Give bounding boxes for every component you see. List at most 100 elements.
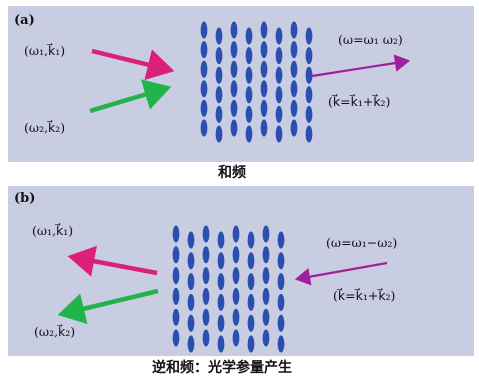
crystal-molecule [275,86,283,104]
crystal-molecule [260,80,268,98]
crystal-molecule [172,267,180,285]
crystal-molecule [232,308,240,326]
crystal-molecule [202,225,210,243]
crystal-molecule [172,287,180,305]
crystal-molecule [277,273,285,291]
crystal-molecule [245,47,253,65]
crystal-molecule [230,60,238,78]
crystal-molecule [305,86,313,104]
crystal-molecule [277,314,285,332]
output-frequency-label: (ω=ω₁ ω₂) [338,32,403,47]
crystal-molecule [202,246,210,264]
input-frequency-label: (ω=ω₁−ω₂) [326,235,397,250]
crystal-molecule [305,47,313,65]
crystal-molecule [215,47,223,65]
input-1-label: (ω₁,k⃗₁) [24,43,65,58]
crystal-molecule [202,308,210,326]
panel-b-caption: 逆和频：光学参量产生 [152,359,292,376]
crystal-molecule [260,60,268,78]
crystal-molecule [262,246,270,264]
input-2-label: (ω₂,k⃗₂) [24,120,65,135]
crystal-molecule [187,252,195,270]
crystal-molecule [215,105,223,123]
crystal-molecule [230,99,238,117]
crystal-molecule [305,66,313,84]
crystal-molecule [217,314,225,332]
crystal-molecule [290,21,298,39]
crystal-molecule [215,27,223,45]
panel-a: (a) (ω₁,k⃗₁) (ω₂,k⃗₂) (ω=ω₁ ω₂) (k⃗=k⃗₁+… [8,6,474,162]
input-wavevector-label: (k⃗=k⃗₁+k⃗₂) [333,288,395,303]
crystal-molecule [260,41,268,59]
crystal-molecule [245,66,253,84]
crystal-molecule [277,335,285,353]
panel-b-label: (b) [14,191,35,206]
crystal-molecule [260,119,268,137]
output-2-label: (ω₂,k⃗₂) [34,324,75,339]
crystal-molecule [202,329,210,347]
crystal-molecule [260,21,268,39]
input-beam-arrow [294,261,388,286]
crystal-molecule [247,335,255,353]
output-1-label: (ω₁,k⃗₁) [32,223,73,238]
crystal-molecule [275,125,283,143]
crystal-molecule [275,27,283,45]
crystal-molecule [187,293,195,311]
crystal-molecule [305,125,313,143]
crystal-molecule [187,231,195,249]
crystal-molecule [172,246,180,264]
crystal-b [172,225,285,353]
crystal-molecule [200,21,208,39]
crystal-molecule [217,293,225,311]
crystal-molecule [247,314,255,332]
crystal-molecule [290,99,298,117]
crystal-molecule [232,287,240,305]
crystal-molecule [200,41,208,59]
crystal-molecule [247,231,255,249]
crystal-molecule [245,27,253,45]
crystal-molecule [200,60,208,78]
crystal-molecule [305,105,313,123]
crystal-molecule [230,80,238,98]
output-beam-2-arrow [57,288,159,325]
crystal-molecule [202,287,210,305]
crystal-molecule [290,80,298,98]
crystal-molecule [247,273,255,291]
crystal-molecule [217,273,225,291]
crystal-molecule [262,329,270,347]
crystal-molecule [247,252,255,270]
panel-a-background [8,6,474,162]
crystal-molecule [277,231,285,249]
crystal-molecule [290,119,298,137]
crystal-molecule [275,47,283,65]
crystal-molecule [187,273,195,291]
crystal-molecule [290,41,298,59]
crystal-molecule [277,293,285,311]
panel-a-caption: 和频 [218,164,246,181]
crystal-molecule [275,66,283,84]
crystal-molecule [187,335,195,353]
crystal-molecule [230,21,238,39]
crystal-molecule [217,231,225,249]
crystal-molecule [172,225,180,243]
crystal-molecule [215,66,223,84]
input-beam-2-arrow [89,79,172,114]
crystal-molecule [217,252,225,270]
crystal-molecule [215,125,223,143]
crystal-molecule [305,27,313,45]
crystal-molecule [260,99,268,117]
panel-b: (b) (ω₁,k⃗₁) (ω₂,k⃗₂) (ω=ω₁−ω₂) (k⃗=k⃗₁+… [8,186,474,356]
crystal-molecule [200,119,208,137]
crystal-molecule [172,308,180,326]
output-wavevector-label: (k⃗=k⃗₁+k⃗₂) [328,94,390,109]
crystal-molecule [262,287,270,305]
output-beam-1-arrow [67,245,158,277]
crystal-molecule [262,267,270,285]
crystal-molecule [245,125,253,143]
crystal-molecule [232,329,240,347]
crystal-molecule [277,252,285,270]
crystal-molecule [232,246,240,264]
crystal-molecule [245,105,253,123]
crystal-molecule [202,267,210,285]
